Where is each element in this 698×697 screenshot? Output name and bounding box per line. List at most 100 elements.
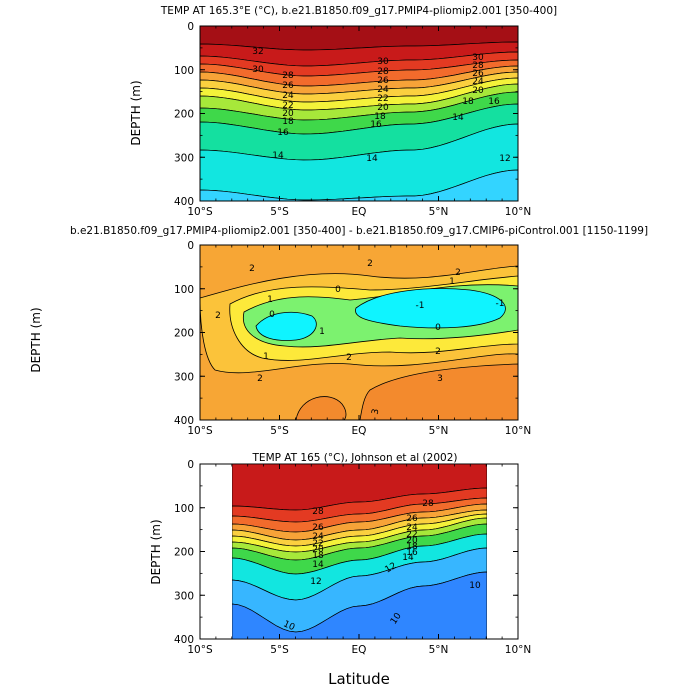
obs-label-28a: 28 <box>312 507 324 517</box>
panel-3-title: TEMP AT 165 (°C), Johnson et al (2002) <box>252 452 458 464</box>
contour-label-22: 22 <box>282 101 293 111</box>
obs-label-14b: 14 <box>402 553 414 563</box>
y-tick-label: 400 <box>174 634 194 646</box>
anomaly-band-3-bottom <box>295 396 347 420</box>
anomaly-band-3 <box>359 363 518 420</box>
obs-label-12b: 12 <box>384 561 399 575</box>
contour-label-20b: 20 <box>377 103 389 113</box>
y-tick-label: 0 <box>187 459 194 471</box>
panel-2: b.e21.B1850.f09_g17.PMIP4-pliomip2.001 [… <box>29 225 648 437</box>
contour-label-20c: 20 <box>472 86 484 96</box>
anomaly-label-1a: 1 <box>267 295 273 305</box>
panel-2-title: b.e21.B1850.f09_g17.PMIP4-pliomip2.001 [… <box>70 225 648 237</box>
anomaly-label-2b: 2 <box>367 259 373 269</box>
contour-label-12: 12 <box>499 154 510 164</box>
contour-label-28c: 28 <box>472 61 484 71</box>
y-tick-label: 300 <box>174 152 194 164</box>
contour-label-14b: 14 <box>366 154 378 164</box>
obs-band-8 <box>232 571 487 639</box>
panel-3-fill <box>232 464 487 639</box>
y-tick-label: 300 <box>174 371 194 383</box>
anomaly-label-2c: 2 <box>455 268 461 278</box>
y-tick-label: 400 <box>174 196 194 208</box>
anomaly-label-2f: 2 <box>435 347 441 357</box>
contour-label-18c: 18 <box>462 97 474 107</box>
anomaly-label-2d: 2 <box>215 311 221 321</box>
contour-label-14c: 14 <box>452 113 464 123</box>
x-tick-label: 10°N <box>505 425 531 437</box>
panel-2-fill <box>200 245 518 420</box>
obs-label-20a: 20 <box>312 545 324 555</box>
x-axis-label: Latitude <box>328 670 390 688</box>
obs-label-10a: 10 <box>469 581 481 591</box>
x-tick-label: 10°S <box>187 425 213 437</box>
x-tick-label: 5°S <box>270 206 289 218</box>
y-tick-label: 100 <box>174 503 194 515</box>
y-tick-label: 400 <box>174 415 194 427</box>
obs-label-12a: 12 <box>310 577 321 587</box>
contour-label-24: 24 <box>282 91 294 101</box>
anomaly-label-minus1a: -1 <box>416 301 425 311</box>
temperature-band-10 <box>200 169 518 201</box>
anomaly-core-left <box>255 311 317 341</box>
anomaly-label-2a: 2 <box>249 264 255 274</box>
contour-label-24b: 24 <box>377 85 389 95</box>
contour-label-26c: 26 <box>472 69 484 79</box>
panel-3: TEMP AT 165 (°C), Johnson et al (2002) 2… <box>149 452 531 688</box>
anomaly-label-2g: 2 <box>257 374 263 384</box>
panel-2-ylabel: DEPTH (m) <box>29 307 43 372</box>
contour-label-22b: 22 <box>377 94 388 104</box>
obs-label-20b: 20 <box>406 536 418 546</box>
x-tick-label: EQ <box>352 206 367 218</box>
contour-label-16: 16 <box>277 128 289 138</box>
y-tick-label: 200 <box>174 547 194 559</box>
contour-label-14: 14 <box>272 151 284 161</box>
contour-label-30c: 30 <box>472 53 484 63</box>
contour-label-30: 30 <box>252 65 264 75</box>
x-tick-label: 10°N <box>505 644 531 656</box>
y-tick-label: 0 <box>187 21 194 33</box>
anomaly-label-0c: 0 <box>435 323 441 333</box>
panel-1-axes: 10°S 5°S EQ 5°N 10°N 0 100 200 300 400 <box>174 21 531 218</box>
obs-label-16: 16 <box>406 548 418 558</box>
anomaly-core-right <box>355 288 506 329</box>
anomaly-label-1b: 1 <box>449 277 455 287</box>
y-tick-label: 100 <box>174 284 194 296</box>
contour-label-20: 20 <box>282 109 294 119</box>
panel-3-axes: 10°S 5°S EQ 5°N 10°N 0 100 200 300 400 <box>174 459 531 656</box>
y-tick-label: 300 <box>174 590 194 602</box>
contour-label-18b: 18 <box>374 112 386 122</box>
x-tick-label: 5°S <box>270 425 289 437</box>
obs-label-28b: 28 <box>422 499 434 509</box>
x-tick-label: 10°S <box>187 644 213 656</box>
contour-label-32: 32 <box>252 47 263 57</box>
x-tick-label: 5°N <box>429 425 449 437</box>
y-tick-label: 100 <box>174 65 194 77</box>
obs-label-24b: 24 <box>406 523 418 533</box>
contour-label-30b: 30 <box>377 57 389 67</box>
y-tick-label: 200 <box>174 328 194 340</box>
anomaly-label-minus1b: -1 <box>496 299 505 309</box>
obs-label-18b: 18 <box>406 542 418 552</box>
contour-label-24c: 24 <box>472 77 484 87</box>
panel-1-fill <box>200 26 518 201</box>
contour-label-28: 28 <box>282 71 294 81</box>
y-tick-label: 0 <box>187 240 194 252</box>
anomaly-label-1c: 1 <box>263 352 269 362</box>
obs-label-26a: 26 <box>312 523 324 533</box>
x-tick-label: EQ <box>352 644 367 656</box>
panel-1: TEMP AT 165.3°E (°C), b.e21.B1850.f09_g1… <box>129 5 557 218</box>
x-tick-label: 5°N <box>429 644 449 656</box>
y-tick-label: 200 <box>174 109 194 121</box>
contour-label-28b: 28 <box>377 67 389 77</box>
panel-1-ylabel: DEPTH (m) <box>129 80 143 145</box>
x-tick-label: EQ <box>352 425 367 437</box>
panel-1-title: TEMP AT 165.3°E (°C), b.e21.B1850.f09_g1… <box>160 5 557 17</box>
x-tick-label: 5°N <box>429 206 449 218</box>
contour-label-26: 26 <box>282 81 294 91</box>
obs-label-26b: 26 <box>406 514 418 524</box>
anomaly-label-0b: 0 <box>335 285 341 295</box>
anomaly-label-2e: 2 <box>346 353 352 363</box>
